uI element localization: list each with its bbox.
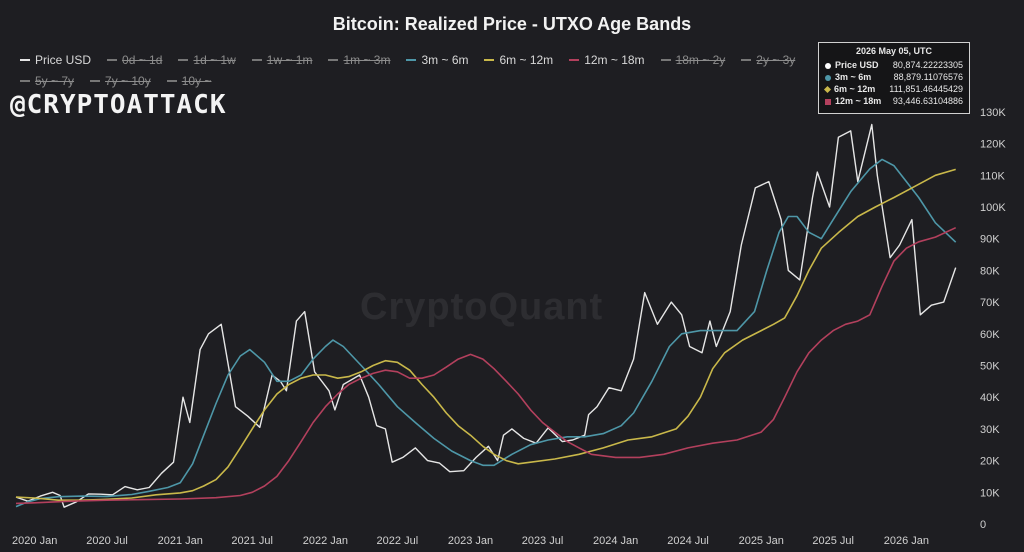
x-tick-label: 2024 Jul [667, 535, 709, 547]
legend-item-1d-1w[interactable]: 1d ~ 1w [178, 51, 236, 69]
legend-swatch [406, 59, 417, 61]
legend-swatch [166, 80, 177, 82]
y-tick-label: 70K [980, 297, 1000, 309]
legend-label: 12m ~ 18m [584, 53, 645, 67]
tooltip-series-value: 111,851.46445429 [889, 84, 963, 94]
legend-label: 6m ~ 12m [499, 53, 554, 67]
x-tick-label: 2021 Jan [158, 535, 203, 547]
square-marker-icon [825, 98, 831, 105]
legend-swatch [328, 59, 339, 61]
legend-item-18m-2y[interactable]: 18m ~ 2y [660, 51, 726, 69]
tooltip-series-value: 88,879.11076576 [893, 72, 963, 82]
legend-label: 5y ~ 7y [35, 74, 75, 88]
legend-label: Price USD [35, 53, 92, 67]
legend-swatch [178, 59, 189, 61]
legend-swatch [660, 59, 671, 61]
x-tick-label: 2020 Jan [12, 535, 57, 547]
series-line-3m-6m [15, 158, 957, 508]
legend-item-1m-3m[interactable]: 1m ~ 3m [328, 51, 390, 69]
legend-swatch [741, 59, 752, 61]
legend-label: 18m ~ 2y [675, 53, 726, 67]
legend-item-1w-1m[interactable]: 1w ~ 1m [251, 51, 313, 69]
legend-label: 0d ~ 1d [122, 53, 163, 67]
y-tick-label: 80K [980, 265, 1000, 277]
circle-marker-icon [825, 74, 831, 81]
y-tick-label: 50K [980, 360, 1000, 372]
tooltip-series-name: 12m ~ 18m [835, 96, 882, 106]
y-tick-label: 0 [980, 519, 986, 531]
y-tick-label: 30K [980, 424, 1000, 436]
legend-label: 1m ~ 3m [343, 53, 391, 67]
legend-label: 2y ~ 3y [756, 53, 796, 67]
y-tick-label: 20K [980, 456, 1000, 468]
legend-item-6m-12m[interactable]: 6m ~ 12m [484, 51, 553, 69]
tooltip-row-3m-6m: 3m ~ 6m 88,879.11076576 [825, 71, 963, 83]
legend-swatch [20, 80, 30, 82]
chart-title: Bitcoin: Realized Price - UTXO Age Bands [332, 14, 692, 34]
chart-legend: Price USD 0d ~ 1d 1d ~ 1w 1w ~ 1m 1m ~ 3m 3m … [20, 48, 820, 90]
tooltip-row-6m-12m: 6m ~ 12m 111,851.46445429 [823, 83, 963, 95]
y-tick-label: 60K [980, 329, 1000, 341]
legend-swatch [107, 59, 118, 61]
cryptoattack-handle: @CRYPTOATTACK [10, 90, 227, 120]
legend-item-2y-3y[interactable]: 2y ~ 3y [741, 51, 795, 69]
tooltip-row-12m-18m: 12m ~ 18m 93,446.63104886 [825, 95, 963, 107]
x-tick-label: 2020 Jul [86, 535, 128, 547]
chart-tooltip: 2026 May 05, UTC Price USD 80,874.2222330… [818, 42, 970, 114]
legend-label: 7y ~ 10y [105, 74, 151, 88]
legend-label: 10y ~ [181, 74, 212, 88]
legend-item-price-usd[interactable]: Price USD [20, 51, 91, 69]
tooltip-date: 2026 May 05, UTC [855, 46, 933, 56]
cryptoquant-watermark: CryptoQuant [360, 286, 604, 328]
legend-item-0d-1d[interactable]: 0d ~ 1d [107, 51, 162, 69]
series-line-6m-12m [15, 168, 956, 502]
tooltip-series-value: 80,874.22223305 [892, 60, 963, 70]
x-tick-label: 2023 Jan [448, 535, 493, 547]
y-tick-label: 100K [980, 202, 1006, 214]
legend-swatch [90, 80, 101, 82]
legend-item-7y-10y[interactable]: 7y ~ 10y [90, 72, 151, 90]
legend-item-3m-6m[interactable]: 3m ~ 6m [406, 51, 468, 69]
series-line-12m-18m [15, 226, 957, 505]
tooltip-series-name: 3m ~ 6m [835, 72, 872, 82]
x-tick-label: 2024 Jan [593, 535, 638, 547]
x-tick-label: 2025 Jan [739, 535, 784, 547]
x-tick-label: 2025 Jul [812, 535, 854, 547]
series-line-price-usd [15, 123, 957, 508]
y-tick-label: 130K [980, 107, 1006, 119]
legend-item-5y-7y[interactable]: 5y ~ 7y [20, 72, 74, 90]
legend-label: 1d ~ 1w [193, 53, 236, 67]
x-tick-label: 2026 Jan [884, 535, 929, 547]
y-tick-label: 90K [980, 234, 1000, 246]
circle-marker-icon [825, 62, 831, 69]
diamond-marker-icon [823, 86, 832, 94]
legend-item-12m-18m[interactable]: 12m ~ 18m [569, 51, 645, 69]
x-tick-label: 2022 Jan [303, 535, 348, 547]
x-tick-label: 2022 Jul [377, 535, 419, 547]
y-tick-label: 40K [980, 392, 1000, 404]
x-tick-label: 2021 Jul [231, 535, 273, 547]
tooltip-series-name: 6m ~ 12m [834, 84, 876, 94]
legend-label: 1w ~ 1m [266, 53, 313, 67]
legend-swatch [484, 59, 495, 61]
y-tick-label: 110K [980, 170, 1006, 182]
x-tick-label: 2023 Jul [522, 535, 564, 547]
legend-swatch [20, 59, 30, 61]
legend-swatch [569, 59, 580, 61]
legend-swatch [251, 59, 262, 61]
y-tick-label: 10K [980, 487, 1000, 499]
tooltip-series-name: Price USD [835, 60, 879, 70]
legend-item-10y[interactable]: 10y ~ [166, 72, 212, 90]
y-tick-label: 120K [980, 139, 1006, 151]
legend-label: 3m ~ 6m [421, 53, 469, 67]
tooltip-row-price-usd: Price USD 80,874.22223305 [825, 59, 963, 71]
tooltip-series-value: 93,446.63104886 [892, 96, 963, 106]
